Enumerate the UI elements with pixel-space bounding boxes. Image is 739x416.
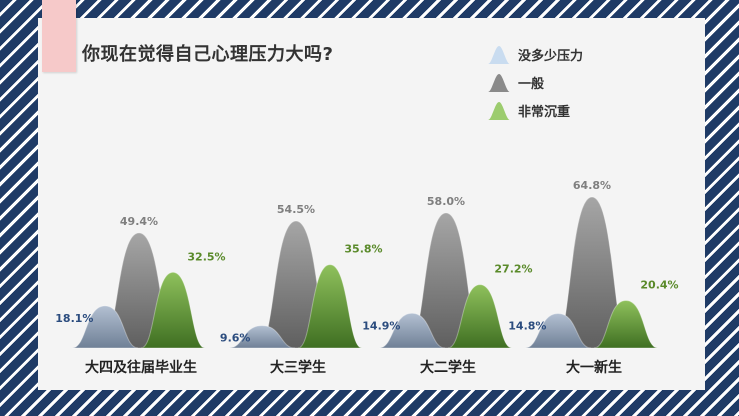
category-label: 大一新生 <box>566 359 622 376</box>
legend-swatch-moderate <box>488 74 510 92</box>
peak-heavy <box>447 284 513 349</box>
legend-swatch-low-stress <box>488 46 510 64</box>
legend-marker <box>488 74 510 92</box>
legend-item-moderate: 一般 <box>486 68 583 96</box>
category-label: 大四及往届毕业生 <box>85 359 197 376</box>
legend-label: 没多少压力 <box>518 48 584 64</box>
bookmark-ribbon <box>42 0 76 72</box>
value-label-low-stress: 14.8% <box>508 320 546 333</box>
value-label-low-stress: 18.1% <box>55 312 93 325</box>
legend-item-heavy: 非常沉重 <box>486 96 583 124</box>
value-label-heavy: 35.8% <box>344 243 382 256</box>
peak-low-stress <box>524 313 592 349</box>
peak-low-stress <box>71 305 139 349</box>
value-label-moderate: 54.5% <box>277 203 315 216</box>
value-label-low-stress: 14.9% <box>362 319 400 332</box>
value-label-moderate: 64.8% <box>573 179 611 192</box>
legend-label: 非常沉重 <box>518 104 571 120</box>
value-label-moderate: 58.0% <box>427 195 465 208</box>
legend-marker <box>488 46 510 64</box>
peak-heavy <box>140 271 206 349</box>
legend-swatch-heavy <box>488 102 510 120</box>
legend: 没多少压力 一般 非常沉重 <box>486 40 583 124</box>
peak-low-stress <box>378 312 446 349</box>
value-label-heavy: 32.5% <box>187 250 225 263</box>
chart-title: 你现在觉得自己心理压力大吗? <box>82 44 334 65</box>
legend-item-low-stress: 没多少压力 <box>486 40 583 68</box>
legend-marker <box>488 102 510 120</box>
value-label-heavy: 27.2% <box>494 263 532 276</box>
category-label: 大二学生 <box>420 359 476 376</box>
legend-label: 一般 <box>518 76 545 92</box>
category-label: 大三学生 <box>270 359 326 376</box>
value-label-low-stress: 9.6% <box>220 332 251 345</box>
value-label-moderate: 49.4% <box>120 215 158 228</box>
value-label-heavy: 20.4% <box>640 278 678 291</box>
peak-heavy <box>297 264 363 349</box>
peak-heavy <box>593 299 659 349</box>
peak-low-stress <box>228 325 296 349</box>
